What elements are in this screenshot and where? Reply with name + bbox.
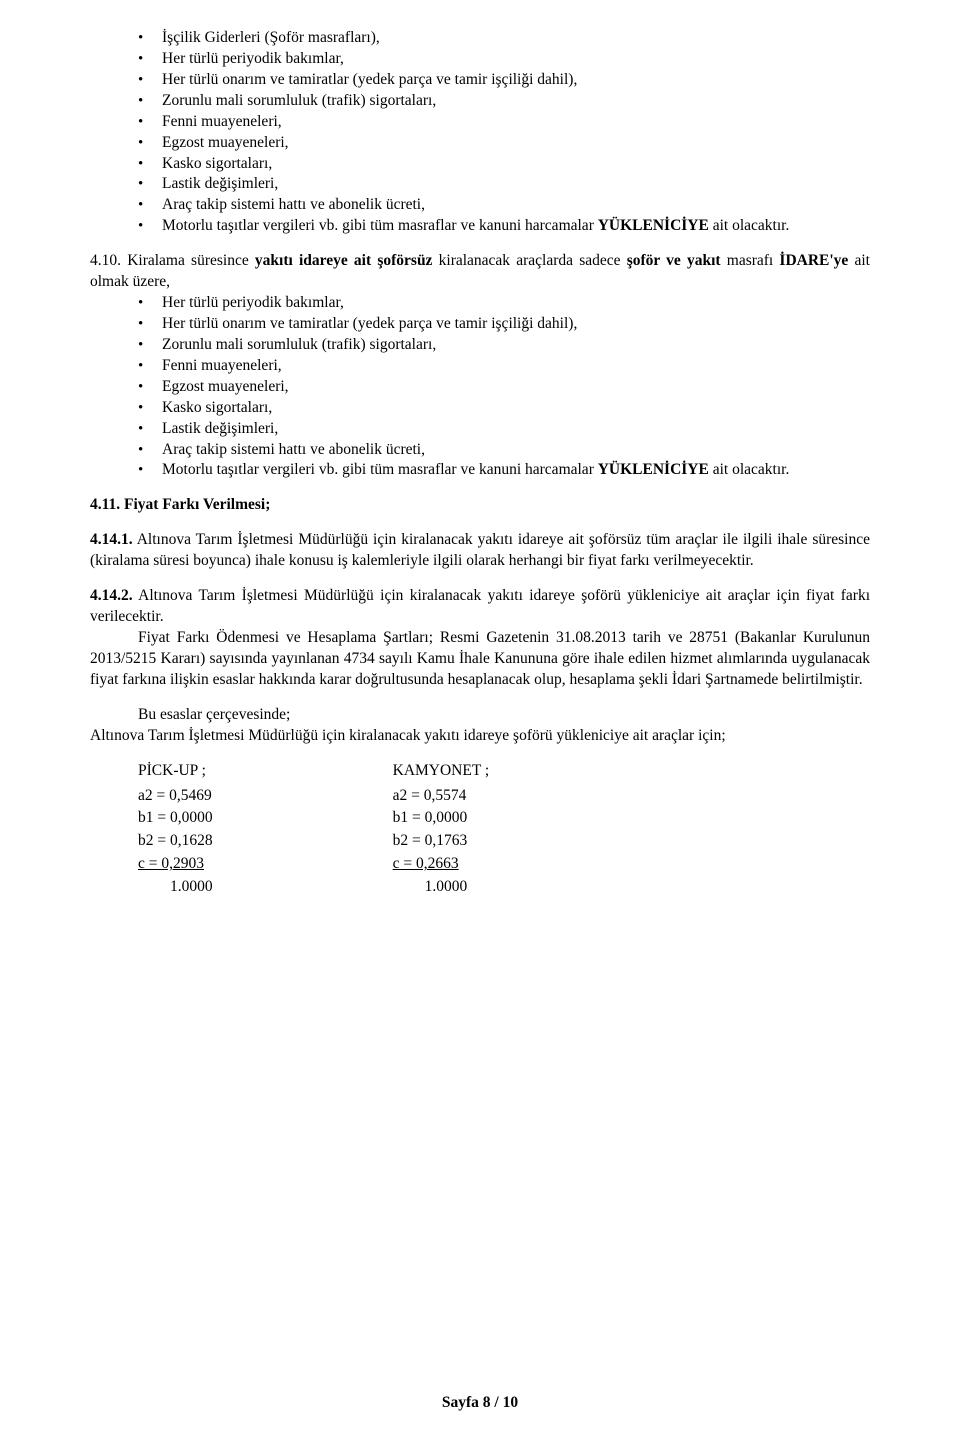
list-item: Her türlü onarım ve tamiratlar (yedek pa… (138, 314, 870, 335)
list-item: Araç takip sistemi hattı ve abonelik ücr… (138, 195, 870, 216)
list-item: Zorunlu mali sorumluluk (trafik) sigorta… (138, 335, 870, 356)
list-item: İşçilik Giderleri (Şoför masrafları), (138, 28, 870, 49)
coeff-underlined: c = 0,2663 (393, 855, 459, 872)
coefficients-block: PİCK-UP ; a2 = 0,5469 b1 = 0,0000 b2 = 0… (90, 761, 870, 901)
list-item: Kasko sigortaları, (138, 398, 870, 419)
text: kiralanacak araçlarda sadece (432, 252, 626, 269)
text: Kiralama süresince (127, 252, 255, 269)
list-item: Her türlü periyodik bakımlar, (138, 293, 870, 314)
coeff-row: b1 = 0,0000 (393, 808, 490, 829)
text: Motorlu taşıtlar vergileri vb. gibi tüm … (162, 217, 598, 234)
paragraph-4-10: 4.10. Kiralama süresince yakıtı idareye … (90, 251, 870, 293)
coeff-column-pickup: PİCK-UP ; a2 = 0,5469 b1 = 0,0000 b2 = 0… (138, 761, 213, 901)
text: Motorlu taşıtlar vergileri vb. gibi tüm … (162, 461, 598, 478)
bold-text: şoför ve yakıt (627, 252, 721, 269)
esaslar-block: Bu esaslar çerçevesinde; (90, 705, 870, 726)
bullet-list-2: Her türlü periyodik bakımlar, Her türlü … (90, 293, 870, 481)
bold-text: yakıtı idareye ait şoförsüz (255, 252, 433, 269)
bold-text: 4.14.2. (90, 587, 133, 604)
coeff-row: a2 = 0,5574 (393, 786, 490, 807)
list-item: Motorlu taşıtlar vergileri vb. gibi tüm … (138, 216, 870, 237)
coeff-underlined: c = 0,2903 (138, 855, 204, 872)
coeff-row: b2 = 0,1763 (393, 831, 490, 852)
text: 4.10. (90, 252, 127, 269)
coeff-title: PİCK-UP ; (138, 761, 213, 782)
bold-text: 4.14.1. (90, 531, 133, 548)
coeff-column-kamyonet: KAMYONET ; a2 = 0,5574 b1 = 0,0000 b2 = … (393, 761, 490, 901)
text: ait olacaktır. (709, 217, 789, 234)
coeff-row: c = 0,2663 (393, 854, 490, 875)
bold-text: YÜKLENİCİYE (598, 217, 709, 234)
list-item: Lastik değişimleri, (138, 174, 870, 195)
coeff-row: b2 = 0,1628 (138, 831, 213, 852)
list-item: Kasko sigortaları, (138, 154, 870, 175)
heading-4-11: 4.11. Fiyat Farkı Verilmesi; (90, 495, 870, 516)
list-item: Egzost muayeneleri, (138, 133, 870, 154)
bullet-list-1: İşçilik Giderleri (Şoför masrafları), He… (90, 28, 870, 237)
paragraph-4-14-1: 4.14.1. Altınova Tarım İşletmesi Müdürlü… (90, 530, 870, 572)
coeff-sum: 1.0000 (138, 877, 213, 898)
text: Bu esaslar çerçevesinde; (138, 705, 870, 726)
list-item: Egzost muayeneleri, (138, 377, 870, 398)
list-item: Fenni muayeneleri, (138, 356, 870, 377)
bold-text: İDARE'ye (779, 252, 848, 269)
text: Altınova Tarım İşletmesi Müdürlüğü için … (90, 587, 870, 625)
coeff-sum: 1.0000 (393, 877, 490, 898)
esaslar-line2: Altınova Tarım İşletmesi Müdürlüğü için … (90, 726, 870, 747)
list-item: Her türlü periyodik bakımlar, (138, 49, 870, 70)
list-item: Fenni muayeneleri, (138, 112, 870, 133)
coeff-row: a2 = 0,5469 (138, 786, 213, 807)
paragraph-4-14-2: 4.14.2. Altınova Tarım İşletmesi Müdürlü… (90, 586, 870, 628)
text: Fiyat Farkı Ödenmesi ve Hesaplama Şartla… (90, 629, 870, 688)
coeff-row: b1 = 0,0000 (138, 808, 213, 829)
coeff-title: KAMYONET ; (393, 761, 490, 782)
list-item: Her türlü onarım ve tamiratlar (yedek pa… (138, 70, 870, 91)
list-item: Lastik değişimleri, (138, 419, 870, 440)
bold-text: YÜKLENİCİYE (598, 461, 709, 478)
page-footer: Sayfa 8 / 10 (0, 1393, 960, 1414)
paragraph-4-14-2-cont: Fiyat Farkı Ödenmesi ve Hesaplama Şartla… (90, 628, 870, 691)
list-item: Zorunlu mali sorumluluk (trafik) sigorta… (138, 91, 870, 112)
text: masrafı (721, 252, 780, 269)
text: ait olacaktır. (709, 461, 789, 478)
text: Altınova Tarım İşletmesi Müdürlüğü için … (90, 531, 870, 569)
list-item: Araç takip sistemi hattı ve abonelik ücr… (138, 440, 870, 461)
coeff-row: c = 0,2903 (138, 854, 213, 875)
list-item: Motorlu taşıtlar vergileri vb. gibi tüm … (138, 460, 870, 481)
